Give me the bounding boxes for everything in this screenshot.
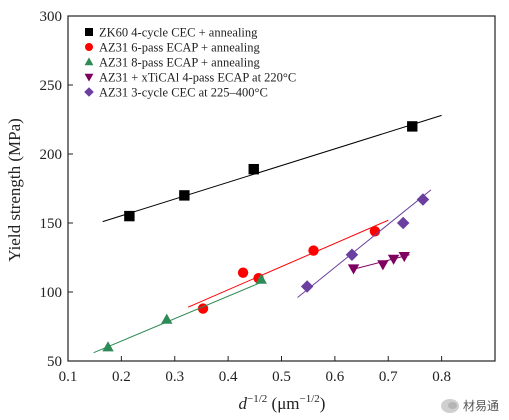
data-point-triangle-down bbox=[377, 260, 389, 271]
legend-item: AZ31 + xTiCAl 4-pass ECAP at 220°C bbox=[84, 71, 296, 85]
data-point-diamond bbox=[300, 280, 314, 293]
plot-area bbox=[93, 114, 442, 354]
data-point-triangle-up bbox=[255, 273, 267, 284]
x-tick-label: 0.2 bbox=[112, 369, 131, 385]
data-point-triangle-up bbox=[161, 313, 173, 324]
data-point-circle bbox=[369, 226, 381, 237]
x-axis-title-exponent: −1/2 bbox=[247, 393, 267, 405]
data-point-square bbox=[179, 190, 190, 201]
legend-item: AZ31 3-cycle CEC at 225–400°C bbox=[84, 86, 268, 100]
series-triangle-up bbox=[93, 273, 267, 354]
y-tick-label: 50 bbox=[47, 354, 62, 370]
x-tick-label: 0.1 bbox=[59, 369, 78, 385]
legend-label: AZ31 6-pass ECAP + annealing bbox=[99, 41, 260, 55]
data-point-diamond bbox=[396, 216, 410, 230]
y-tick-label: 300 bbox=[40, 9, 63, 25]
data-point-diamond bbox=[345, 248, 359, 261]
x-tick-label: 0.3 bbox=[165, 369, 184, 385]
fit-line-square bbox=[102, 114, 442, 223]
wechat-icon bbox=[440, 398, 459, 413]
data-point-circle bbox=[237, 267, 249, 278]
x-tick-label: 0.5 bbox=[272, 369, 291, 385]
legend-marker-square bbox=[85, 28, 93, 36]
legend-label: AZ31 3-cycle CEC at 225–400°C bbox=[99, 86, 268, 100]
x-tick-label: 0.7 bbox=[379, 369, 398, 385]
x-axis-title-unit-close: ) bbox=[320, 394, 326, 413]
legend-label: AZ31 8-pass ECAP + annealing bbox=[99, 56, 260, 70]
watermark-text: 材易通 bbox=[462, 399, 499, 413]
watermark: 材易通 bbox=[440, 397, 499, 414]
data-point-triangle-down bbox=[398, 251, 410, 263]
legend-item: ZK60 4-cycle CEC + annealing bbox=[85, 26, 258, 40]
x-axis-title-base: d bbox=[239, 394, 248, 413]
series-square bbox=[102, 114, 442, 223]
legend-label: AZ31 + xTiCAl 4-pass ECAP at 220°C bbox=[99, 71, 296, 85]
x-axis-title-unit-exponent: −1/2 bbox=[300, 393, 320, 405]
axis-ticks: 0.1 0.2 0.3 0.4 0.5 0.6 0.7 0.8 50 100 150 200 250 30… bbox=[40, 9, 452, 385]
legend-marker-diamond bbox=[84, 87, 94, 97]
fit-line-circle bbox=[187, 219, 389, 308]
x-tick-label: 0.4 bbox=[219, 369, 238, 385]
series-circle bbox=[187, 219, 389, 314]
legend-marker-triangle-up bbox=[84, 57, 94, 66]
x-axis-title: d−1/2 (μm−1/2) bbox=[239, 393, 326, 413]
legend-marker-circle bbox=[85, 43, 93, 51]
fit-line-diamond bbox=[297, 189, 432, 298]
fit-line-triangle-up bbox=[93, 281, 262, 354]
y-tick-label: 150 bbox=[40, 216, 63, 232]
data-point-square bbox=[124, 210, 135, 222]
data-point-triangle-up bbox=[102, 341, 114, 352]
data-point-square bbox=[407, 121, 418, 132]
series-triangle-down bbox=[347, 251, 410, 275]
x-tick-label: 0.6 bbox=[326, 369, 345, 385]
data-point-triangle-down bbox=[347, 264, 360, 275]
data-point-diamond bbox=[416, 193, 430, 206]
y-tick-label: 250 bbox=[40, 78, 63, 94]
y-tick-label: 100 bbox=[40, 285, 63, 301]
legend-marker-triangle-down bbox=[84, 73, 94, 82]
y-tick-label: 200 bbox=[40, 147, 63, 163]
x-axis-title-unit: (μm bbox=[267, 394, 299, 413]
legend-label: ZK60 4-cycle CEC + annealing bbox=[99, 26, 258, 40]
y-axis-title: Yield strength (MPa) bbox=[5, 118, 24, 262]
series-diamond bbox=[297, 189, 432, 298]
legend-item: AZ31 6-pass ECAP + annealing bbox=[85, 41, 260, 55]
x-tick-label: 0.8 bbox=[432, 369, 451, 385]
data-point-triangle-down bbox=[387, 254, 400, 265]
data-point-circle bbox=[308, 245, 319, 256]
legend-item: AZ31 8-pass ECAP + annealing bbox=[84, 56, 260, 70]
data-point-square bbox=[248, 163, 259, 175]
